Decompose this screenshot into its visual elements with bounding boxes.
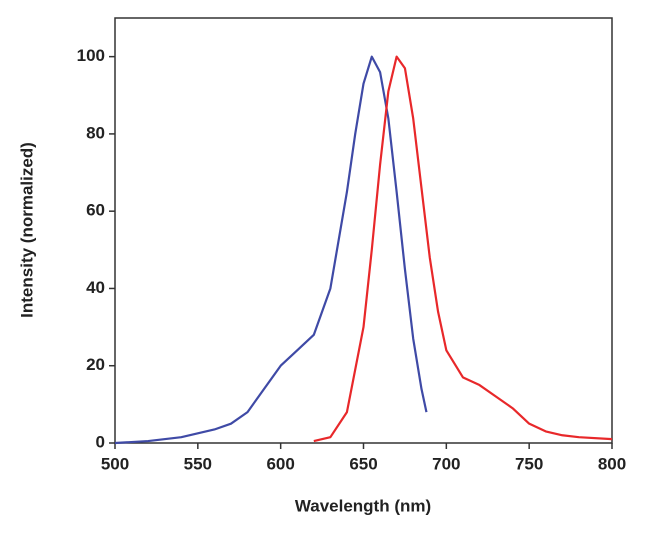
line-series (114, 55, 428, 445)
y-tick-label: 60 (86, 201, 105, 220)
line-series (313, 55, 613, 443)
x-tick-label: 550 (184, 454, 212, 473)
y-axis-label: Intensity (normalized) (17, 142, 36, 318)
x-tick-label: 750 (515, 454, 543, 473)
x-tick-label: 650 (349, 454, 377, 473)
x-tick-label: 800 (598, 454, 626, 473)
x-tick-label: 700 (432, 454, 460, 473)
y-tick-label: 100 (77, 46, 105, 65)
y-tick-label: 80 (86, 123, 105, 142)
x-axis-label: Wavelength (nm) (295, 496, 431, 515)
y-tick-label: 40 (86, 278, 105, 297)
y-tick-label: 0 (96, 432, 105, 451)
x-tick-label: 600 (266, 454, 294, 473)
x-tick-label: 500 (101, 454, 129, 473)
y-tick-label: 20 (86, 355, 105, 374)
